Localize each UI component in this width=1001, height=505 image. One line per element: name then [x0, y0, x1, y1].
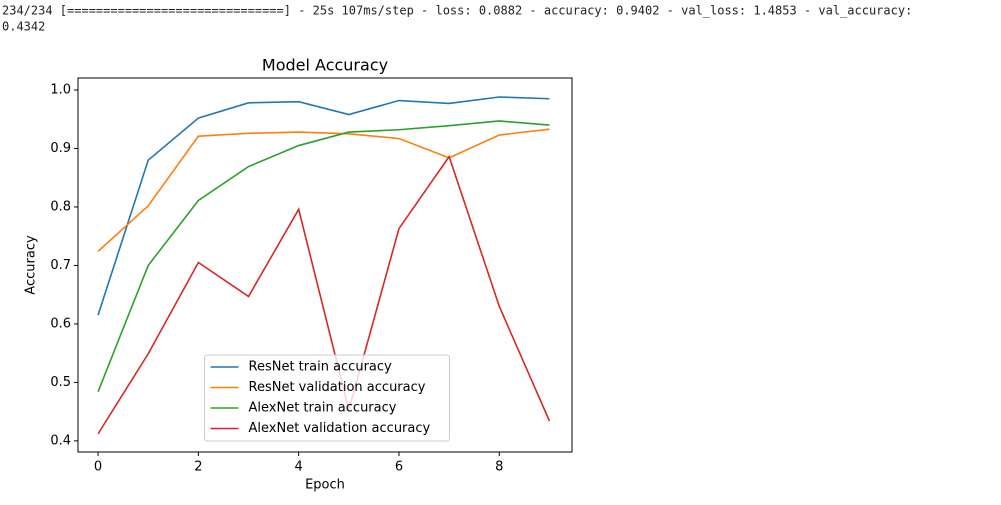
y-tick-label: 0.4	[50, 433, 71, 448]
x-axis-label: Epoch	[305, 478, 345, 493]
y-tick-label: 0.7	[50, 258, 71, 273]
log-line: 0.4342	[2, 20, 45, 34]
x-tick-label: 4	[295, 460, 303, 475]
legend-box	[204, 354, 450, 442]
y-tick-label: 0.8	[50, 199, 71, 214]
x-tick-label: 0	[94, 460, 102, 475]
series-line	[97, 154, 551, 435]
y-tick-label: 0.6	[50, 316, 71, 331]
series-line	[97, 96, 550, 316]
y-tick-label: 0.5	[50, 375, 71, 390]
x-tick-label: 6	[395, 460, 403, 475]
legend-label: AlexNet train accuracy	[249, 401, 397, 416]
log-line: 234/234 [==============================]…	[2, 4, 912, 18]
y-tick-label: 0.9	[50, 141, 71, 156]
y-tick-label: 1.0	[50, 82, 71, 97]
legend-label: ResNet train accuracy	[249, 360, 393, 375]
legend-label: ResNet validation accuracy	[249, 380, 426, 395]
x-tick-label: 2	[194, 460, 202, 475]
chart-title: Model Accuracy	[262, 56, 388, 75]
x-tick-label: 8	[495, 460, 503, 475]
legend-label: AlexNet validation accuracy	[249, 421, 431, 436]
y-axis-label: Accuracy	[24, 235, 39, 295]
series-line	[97, 128, 550, 252]
series-line	[97, 120, 550, 393]
plot-frame	[77, 77, 573, 453]
